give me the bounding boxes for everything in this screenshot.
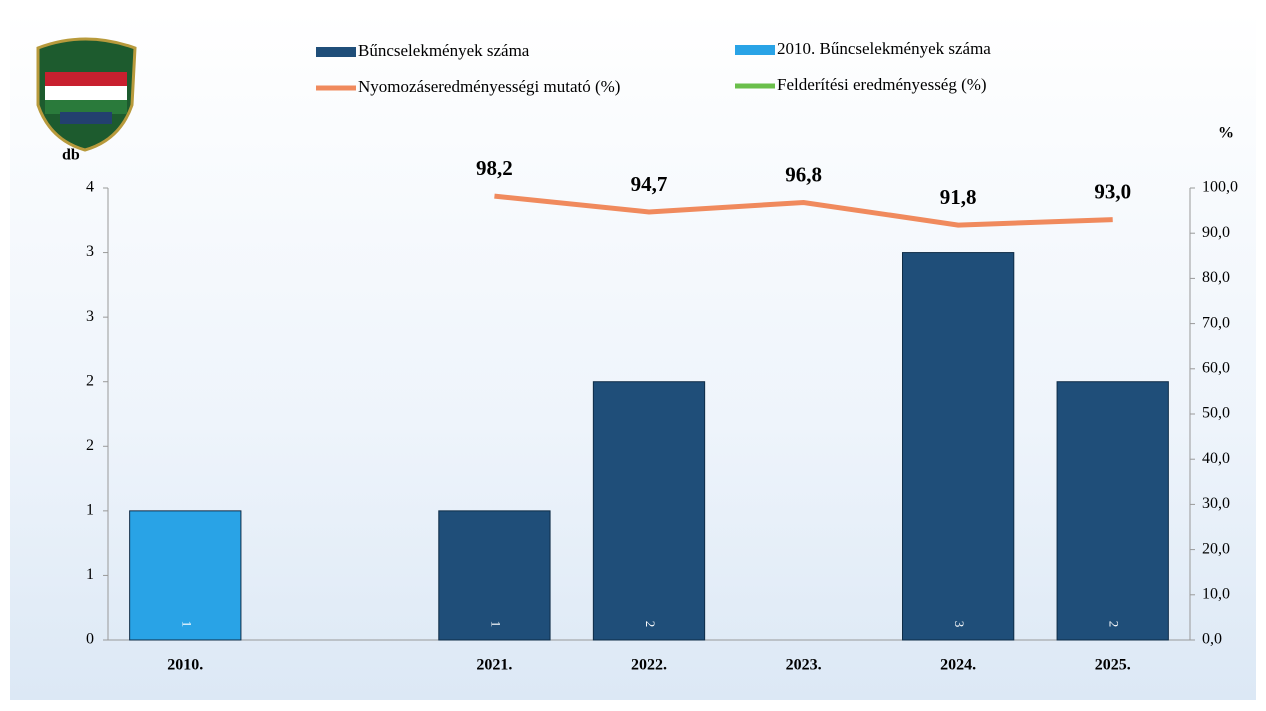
y2-tick-label: 80,0 [1202, 269, 1230, 286]
bar-value-label: 1 [488, 621, 503, 628]
y2-tick-label: 10,0 [1202, 585, 1230, 602]
y2-tick-label: 90,0 [1202, 224, 1230, 241]
y2-tick-label: 100,0 [1202, 179, 1238, 196]
page: db % 011223340,010,020,030,040,050,060,0… [0, 0, 1266, 706]
bar [902, 253, 1013, 640]
y2-tick-label: 50,0 [1202, 405, 1230, 422]
x-tick-label: 2022. [631, 657, 667, 674]
bar-value-label: 1 [179, 621, 194, 628]
y-tick-label: 1 [86, 502, 94, 519]
legend-swatch [735, 45, 775, 55]
bar-value-label: 2 [1107, 621, 1122, 628]
line-value-label: 94,7 [631, 172, 668, 196]
legend-label: Bűncselekmények száma [358, 41, 530, 60]
x-tick-label: 2024. [940, 657, 976, 674]
y2-tick-label: 20,0 [1202, 540, 1230, 557]
y2-tick-label: 60,0 [1202, 359, 1230, 376]
y-tick-label: 2 [86, 437, 94, 454]
y-tick-label: 1 [86, 566, 94, 583]
y2-tick-label: 70,0 [1202, 314, 1230, 331]
bar-value-label: 3 [952, 621, 967, 628]
line-value-label: 91,8 [940, 185, 977, 209]
legend-label: Felderítési eredményesség (%) [777, 75, 987, 94]
y-tick-label: 4 [86, 179, 94, 196]
x-tick-label: 2025. [1095, 657, 1131, 674]
bar [1057, 382, 1168, 640]
line-value-label: 93,0 [1094, 179, 1131, 203]
y2-tick-label: 40,0 [1202, 450, 1230, 467]
y-tick-label: 3 [86, 243, 94, 260]
bar [593, 382, 704, 640]
y2-tick-label: 0,0 [1202, 631, 1222, 648]
legend-label: 2010. Bűncselekmények száma [777, 39, 991, 58]
y-tick-label: 2 [86, 372, 94, 389]
y2-tick-label: 30,0 [1202, 495, 1230, 512]
x-tick-label: 2010. [167, 657, 203, 674]
y-tick-label: 3 [86, 308, 94, 325]
legend-label: Nyomozáseredményességi mutató (%) [358, 77, 620, 96]
line-value-label: 96,8 [785, 162, 822, 186]
line-value-label: 98,2 [476, 156, 513, 180]
y-axis-title: db [62, 147, 80, 164]
y2-axis-title: % [1218, 125, 1234, 142]
bar-value-label: 2 [643, 621, 658, 628]
y-tick-label: 0 [86, 631, 94, 648]
x-tick-label: 2021. [476, 657, 512, 674]
legend-swatch [316, 47, 356, 57]
x-tick-label: 2023. [786, 657, 822, 674]
chart: db % 011223340,010,020,030,040,050,060,0… [0, 0, 1266, 706]
